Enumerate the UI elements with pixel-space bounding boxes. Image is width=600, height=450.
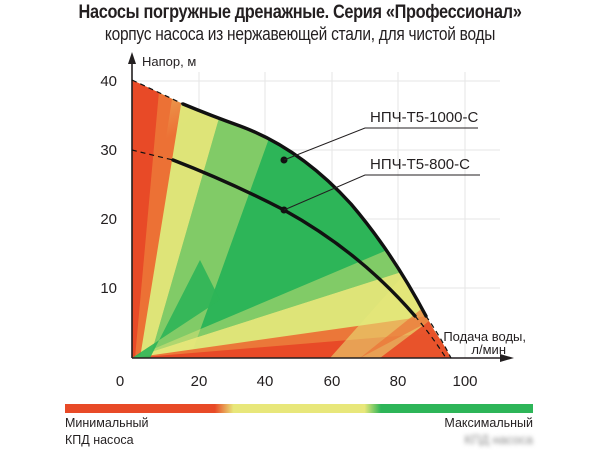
- axes: [128, 52, 514, 362]
- x-axis-label-line2: л/мин: [471, 342, 506, 357]
- x-axis-arrow-icon: [500, 354, 514, 362]
- x-tick-80: 80: [390, 373, 407, 390]
- y-axis-label: Напор, м: [142, 54, 196, 69]
- legend-min-label: Минимальный КПД насоса: [65, 416, 149, 447]
- y-tick-40: 40: [100, 73, 117, 90]
- x-tick-40: 40: [257, 373, 274, 390]
- chart-subtitle: корпус насоса из нержавеющей стали, для …: [104, 24, 496, 44]
- x-tick-100: 100: [452, 373, 477, 390]
- y-axis-arrow-icon: [128, 52, 136, 64]
- x-tick-20: 20: [191, 373, 208, 390]
- label-1000-c: НПЧ-Т5-1000-С: [370, 109, 478, 126]
- leader-1000-c: [283, 127, 478, 161]
- y-tick-10: 10: [100, 280, 117, 297]
- x-axis-label-line1: Подача воды,: [443, 329, 526, 344]
- y-tick-20: 20: [100, 211, 117, 228]
- y-tick-30: 30: [100, 142, 117, 159]
- x-tick-60: 60: [324, 373, 341, 390]
- chart-title: Насосы погружные дренажные. Серия «Профе…: [78, 2, 522, 23]
- label-800-c: НПЧ-Т5-800-С: [370, 156, 470, 173]
- leader-800-c: [283, 174, 480, 211]
- legend-max-label: Максимальный КПД насоса: [444, 416, 533, 447]
- efficiency-color-scale: [65, 404, 533, 413]
- x-tick-0: 0: [116, 373, 124, 390]
